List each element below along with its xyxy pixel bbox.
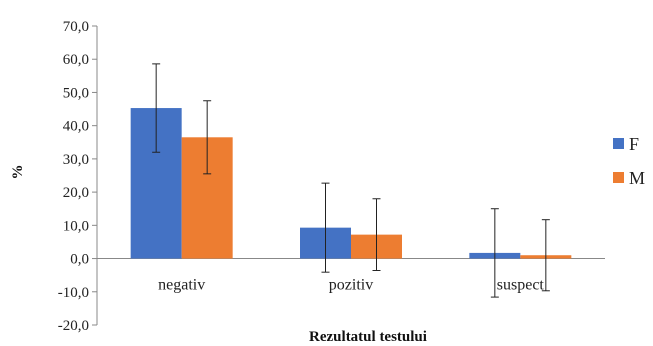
legend-label-M: M [629,168,645,188]
y-tick-label: -20,0 [58,318,89,334]
legend-label-F: F [629,134,639,154]
bars [130,108,572,259]
error-bars [152,63,550,298]
y-axis-ticks: -20,0 -10,0 0,0 10,0 20,0 30,0 40,0 50,0 60,0 70,… [58,19,97,334]
category-label: negativ [158,277,205,294]
category-label: suspect [497,277,545,294]
y-tick-label: 50,0 [63,85,89,101]
y-tick-label: 40,0 [63,119,89,135]
category-labels: negativ pozitiv suspect [158,277,544,294]
y-axis-title: % [10,165,26,180]
y-tick-label: 20,0 [63,185,89,201]
y-tick-label: 10,0 [63,218,89,234]
y-tick-label: 30,0 [63,152,89,168]
legend: FM [613,134,645,188]
category-label: pozitiv [329,277,373,294]
legend-swatch-M [613,172,624,183]
y-tick-label: 60,0 [63,52,89,68]
y-tick-label: -10,0 [58,285,89,301]
legend-swatch-F [613,138,624,149]
x-axis-title: Rezultatul testului [309,329,427,345]
y-tick-label: 0,0 [70,252,89,268]
y-tick-label: 70,0 [63,19,89,35]
